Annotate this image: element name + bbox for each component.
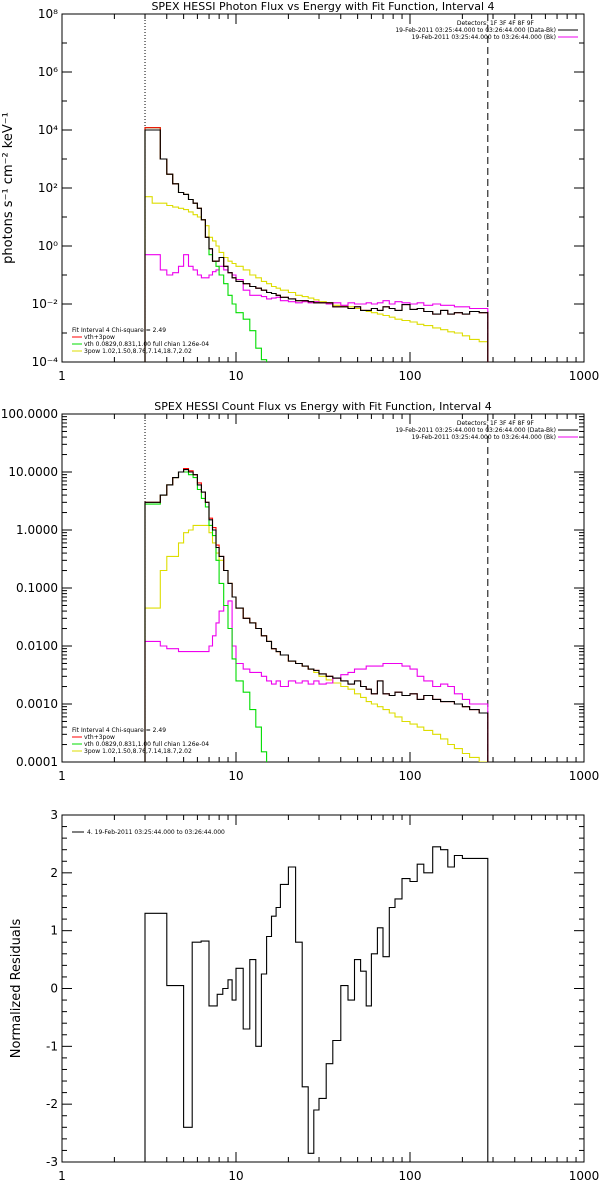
y-tick-label: 10⁸ [38,7,58,21]
legend-fit-entry: vth 0.0829,0.831,1.00 full chian 1.26e-0… [84,741,209,748]
y-tick-label: 0 [50,982,58,996]
series-line-data [144,469,489,762]
y-tick-label: 10⁻² [32,297,59,311]
x-tick-label: 1000 [569,769,600,783]
chart-title: SPEX HESSI Photon Flux vs Energy with Fi… [151,0,494,13]
x-tick-label: 1000 [569,1169,600,1183]
y-tick-label: -2 [46,1097,58,1111]
x-tick-label: 1 [58,369,66,383]
y-tick-label: 10⁶ [38,65,58,79]
y-tick-label: -3 [46,1155,58,1169]
y-tick-label: 100.0000 [1,407,58,421]
y-tick-label: 10⁻⁴ [32,355,59,369]
residuals-panel: 1 10 100 1000 -3 -2 -1 0 1 2 3 Normalized Residuals… [9,808,599,1183]
x-tick-label: 1 [58,1169,66,1183]
x-tick-label: 10 [228,769,243,783]
y-axis-label: photons s⁻¹ cm⁻² keV⁻¹ [1,112,16,264]
y-tick-label: 3 [50,808,58,822]
legend-detectors: Detectors: 1F 3F 4F 8F 9F [457,420,535,427]
y-tick-label: 1 [50,924,58,938]
series-line-power [144,524,489,762]
x-tick-label: 10 [228,369,243,383]
y-tick-label: 10² [38,181,58,195]
y-tick-label: 2 [50,866,58,880]
y-tick-label: 0.0010 [16,697,58,711]
legend-detectors: Detectors: 1F 3F 4F 8F 9F [457,20,535,27]
y-tick-label: 0.0001 [16,755,58,769]
chart-title: SPEX HESSI Count Flux vs Energy with Fit… [154,400,491,413]
series-line-bkg [144,600,489,762]
legend-fit-entry: 3pow 1.02,1.50,8.76,7.14,18.7,2.02 [84,748,192,755]
y-tick-label: 0.1000 [16,581,58,595]
legend-interval-label: 4. 19-Feb-2011 03:25:44.000 to 03:26:44.… [87,829,225,836]
legend-fit-entry: 3pow 1.02,1.50,8.76,7.14,18.7,2.02 [84,348,192,355]
legend-interval-label: 19-Feb-2011 03:25:44.000 to 03:26:44.000… [412,434,556,441]
series-line-total [144,127,489,362]
y-tick-label: 0.0100 [16,639,58,653]
x-tick-label: 1000 [569,369,600,383]
y-axis-label: Normalized Residuals [9,919,24,1059]
x-tick-label: 100 [399,769,422,783]
plot-frame [61,13,585,363]
legend-fit-entry: vth 0.0829,0.831,1.00 full chian 1.26e-0… [84,341,209,348]
legend-interval-label: 19-Feb-2011 03:25:44.000 to 03:26:44.000… [395,27,556,34]
plot-frame [61,413,585,763]
series-line-residuals [144,846,489,1162]
legend-fit-entry: vth+3pow [84,734,115,741]
legend-fit-entry: vth+3pow [84,334,115,341]
count-flux-panel: SPEX HESSI Count Flux vs Energy with Fit… [1,400,600,783]
y-tick-label: -1 [46,1039,58,1053]
y-tick-label: 10.0000 [8,465,58,479]
x-tick-label: 10 [228,1169,243,1183]
series-line-bkg [144,254,489,362]
legend-interval-label: 19-Feb-2011 03:25:44.000 to 03:26:44.000… [412,34,556,41]
series-line-data [144,129,489,362]
y-tick-label: 1.0000 [16,523,58,537]
x-tick-label: 100 [399,369,422,383]
legend-fit-info: Fit Interval 4 Chi-square = 2.49 [72,327,166,334]
y-tick-label: 10⁰ [38,239,58,253]
y-tick-label: 10⁴ [38,123,58,137]
x-tick-label: 100 [399,1169,422,1183]
plot-frame [61,814,585,1163]
legend-interval-label: 19-Feb-2011 03:25:44.000 to 03:26:44.000… [395,427,556,434]
x-tick-label: 1 [58,769,66,783]
series-line-power [144,196,489,362]
photon-flux-panel: SPEX HESSI Photon Flux vs Energy with Fi… [1,0,599,383]
series-line-total [144,467,489,762]
legend-fit-info: Fit Interval 4 Chi-square = 2.49 [72,727,166,734]
